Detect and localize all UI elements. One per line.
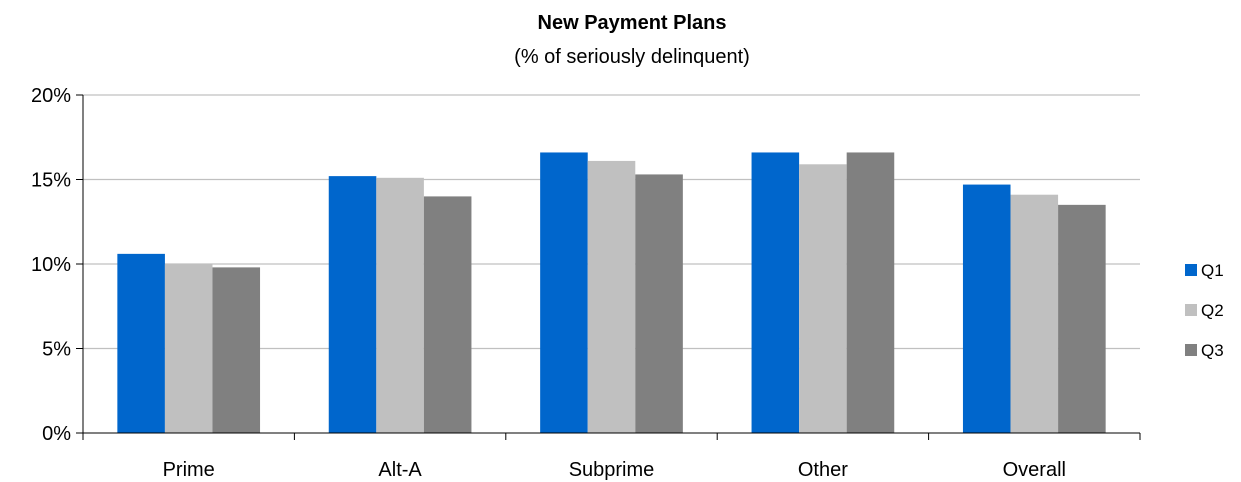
y-tick-label: 5%: [42, 339, 71, 361]
x-tick-label: Alt-A: [378, 459, 422, 481]
bar-q1-other: [751, 152, 800, 433]
x-tick-label: Prime: [163, 459, 215, 481]
y-tick-label: 10%: [31, 254, 71, 276]
x-tick-label: Other: [798, 459, 848, 481]
chart-subtitle: (% of seriously delinquent): [514, 46, 750, 68]
x-tick-label: Subprime: [569, 459, 655, 481]
y-tick-labels: 0% 5% 10% 15% 20%: [31, 85, 71, 445]
bar-q2-subprime: [587, 160, 636, 433]
bar-q1-prime: [117, 253, 165, 433]
legend-label-q2: Q2: [1201, 301, 1224, 320]
bar-q2-other: [799, 164, 847, 434]
bars: [117, 152, 1106, 434]
chart-title: New Payment Plans: [538, 12, 727, 34]
bar-q1-alt-a: [328, 176, 377, 433]
y-tick-label: 0%: [42, 423, 71, 445]
y-tick-label: 15%: [31, 170, 71, 192]
bar-q1-overall: [962, 184, 1011, 433]
legend: Q1 Q2 Q3: [1185, 261, 1224, 360]
bar-q3-prime: [212, 267, 261, 433]
axes: [76, 94, 1141, 440]
bar-q3-other: [846, 152, 895, 433]
legend-label-q1: Q1: [1201, 261, 1224, 280]
bar-q2-overall: [1010, 194, 1059, 433]
bar-q2-prime: [164, 264, 213, 433]
bar-q2-alt-a: [376, 177, 424, 433]
x-tick-label: Overall: [1003, 459, 1066, 481]
legend-swatch-q2: [1185, 304, 1197, 316]
bar-q1-subprime: [540, 152, 588, 433]
bar-q3-overall: [1058, 204, 1106, 433]
legend-swatch-q3: [1185, 344, 1197, 356]
bar-q3-alt-a: [423, 196, 472, 433]
legend-swatch-q1: [1185, 264, 1197, 276]
bar-q3-subprime: [635, 174, 683, 433]
y-tick-label: 20%: [31, 85, 71, 107]
x-tick-labels: Prime Alt-A Subprime Other Overall: [163, 459, 1066, 481]
legend-label-q3: Q3: [1201, 341, 1224, 360]
